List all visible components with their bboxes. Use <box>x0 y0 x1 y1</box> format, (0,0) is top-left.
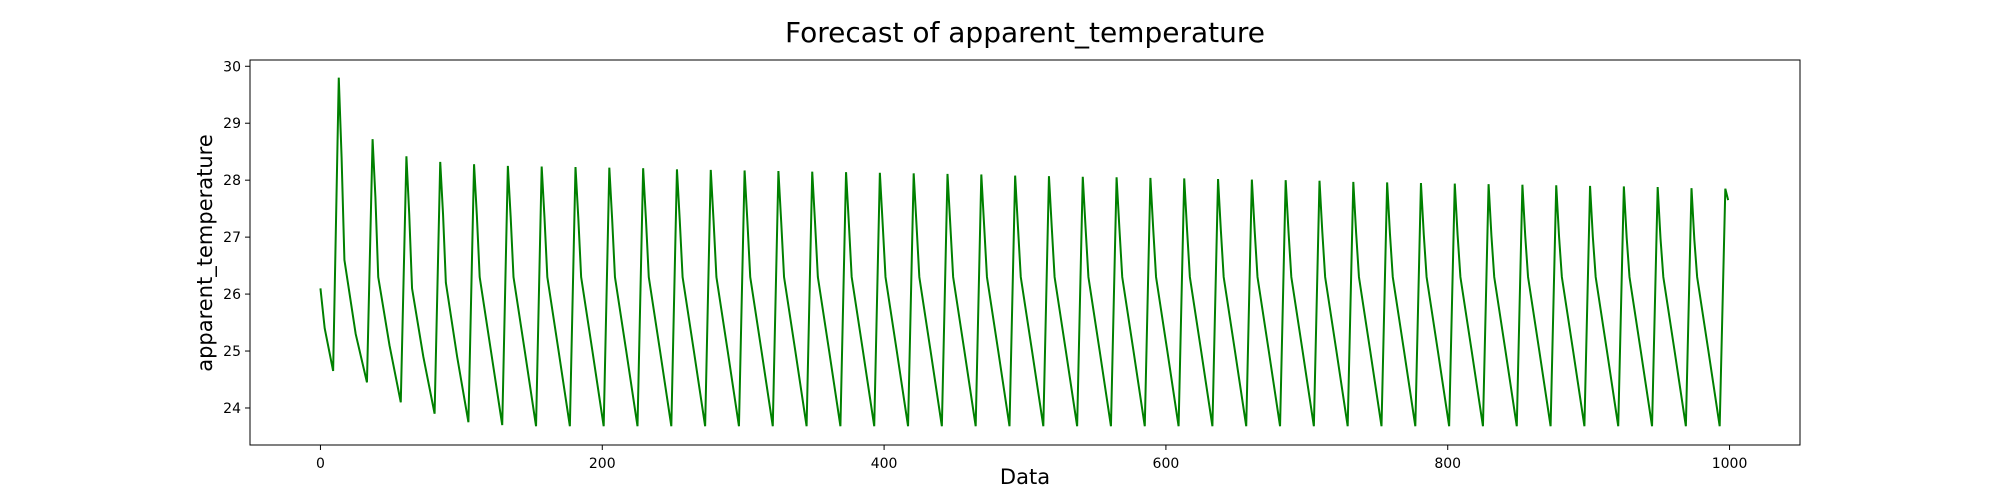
x-tick-label: 200 <box>589 456 616 472</box>
data-line <box>319 77 1730 427</box>
y-tick-label: 26 <box>223 287 241 303</box>
x-tick-label: 1000 <box>1712 456 1748 472</box>
x-tick-label: 400 <box>871 456 898 472</box>
y-tick-label: 27 <box>223 230 241 246</box>
plot-frame <box>249 59 1801 446</box>
x-tick-label: 800 <box>1434 456 1461 472</box>
chart-title: Forecast of apparent_temperature <box>785 16 1265 49</box>
y-tick-label: 30 <box>223 59 241 75</box>
y-tick-label: 24 <box>223 401 241 417</box>
y-axis-label: apparent_temperature <box>193 134 218 372</box>
x-tick-label: 600 <box>1153 456 1180 472</box>
x-axis-label: Data <box>1000 465 1050 489</box>
y-tick-label: 25 <box>223 344 241 360</box>
x-tick-label: 0 <box>316 456 325 472</box>
y-tick-label: 29 <box>223 116 241 132</box>
y-tick-label: 28 <box>223 173 241 189</box>
